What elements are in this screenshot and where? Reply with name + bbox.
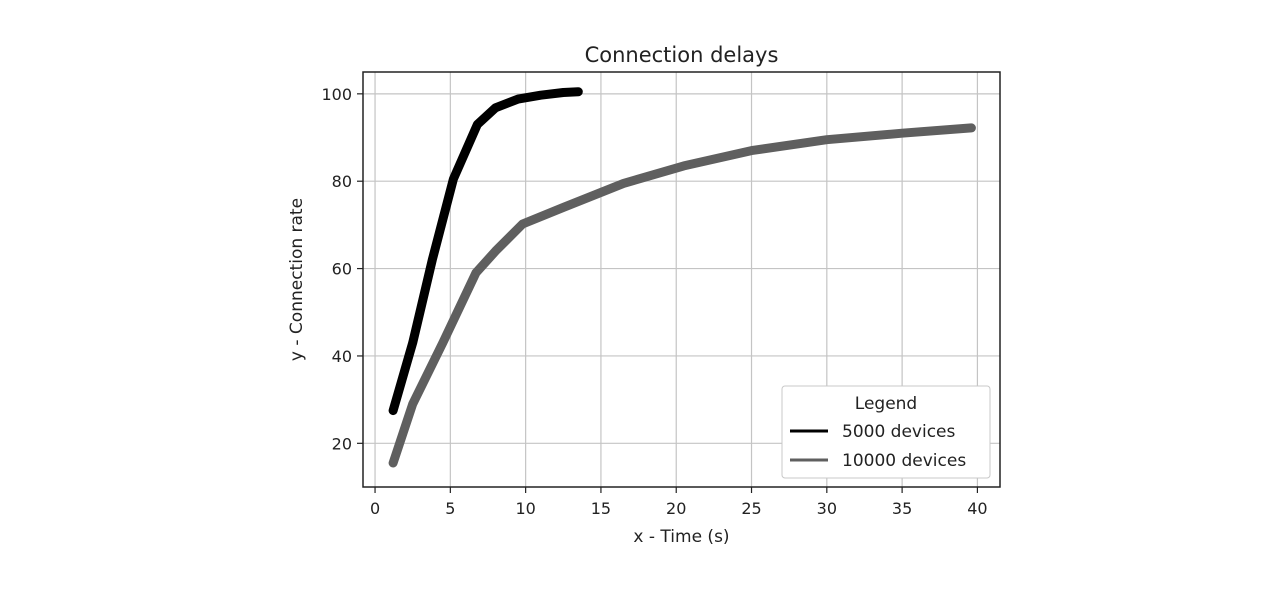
x-tick-label: 20	[666, 499, 686, 518]
x-tick-label: 10	[515, 499, 535, 518]
x-axis-label: x - Time (s)	[633, 527, 729, 547]
y-tick-label: 100	[321, 85, 352, 104]
x-tick-label: 5	[445, 499, 455, 518]
x-tick-label: 40	[967, 499, 987, 518]
legend-label-5000-devices: 5000 devices	[842, 422, 956, 442]
y-tick-label: 60	[332, 260, 352, 279]
x-tick-label: 30	[817, 499, 837, 518]
series-line-5000-devices	[388, 87, 583, 416]
legend-label-10000-devices: 10000 devices	[842, 451, 966, 471]
series-line-10000-devices	[388, 123, 976, 468]
y-tick-label: 20	[332, 434, 352, 453]
series-layer	[388, 87, 976, 468]
y-axis-label: y - Connection rate	[287, 198, 307, 361]
plot-frame	[362, 71, 1001, 488]
x-tick-label: 15	[591, 499, 611, 518]
legend: Legend 5000 devices 10000 devices	[781, 385, 991, 479]
x-tick-label: 0	[370, 499, 380, 518]
chart-title: Connection delays	[585, 43, 779, 67]
grid-layer	[363, 72, 1000, 487]
legend-title: Legend	[855, 394, 917, 414]
legend-box	[781, 385, 991, 479]
x-tick-label: 25	[741, 499, 761, 518]
y-tick-label: 40	[332, 347, 352, 366]
tick-layer: 0 5 10 15 20 25 30 35 40 20 40 60 80 100	[321, 85, 987, 518]
x-tick-label: 35	[892, 499, 912, 518]
y-tick-label: 80	[332, 172, 352, 191]
